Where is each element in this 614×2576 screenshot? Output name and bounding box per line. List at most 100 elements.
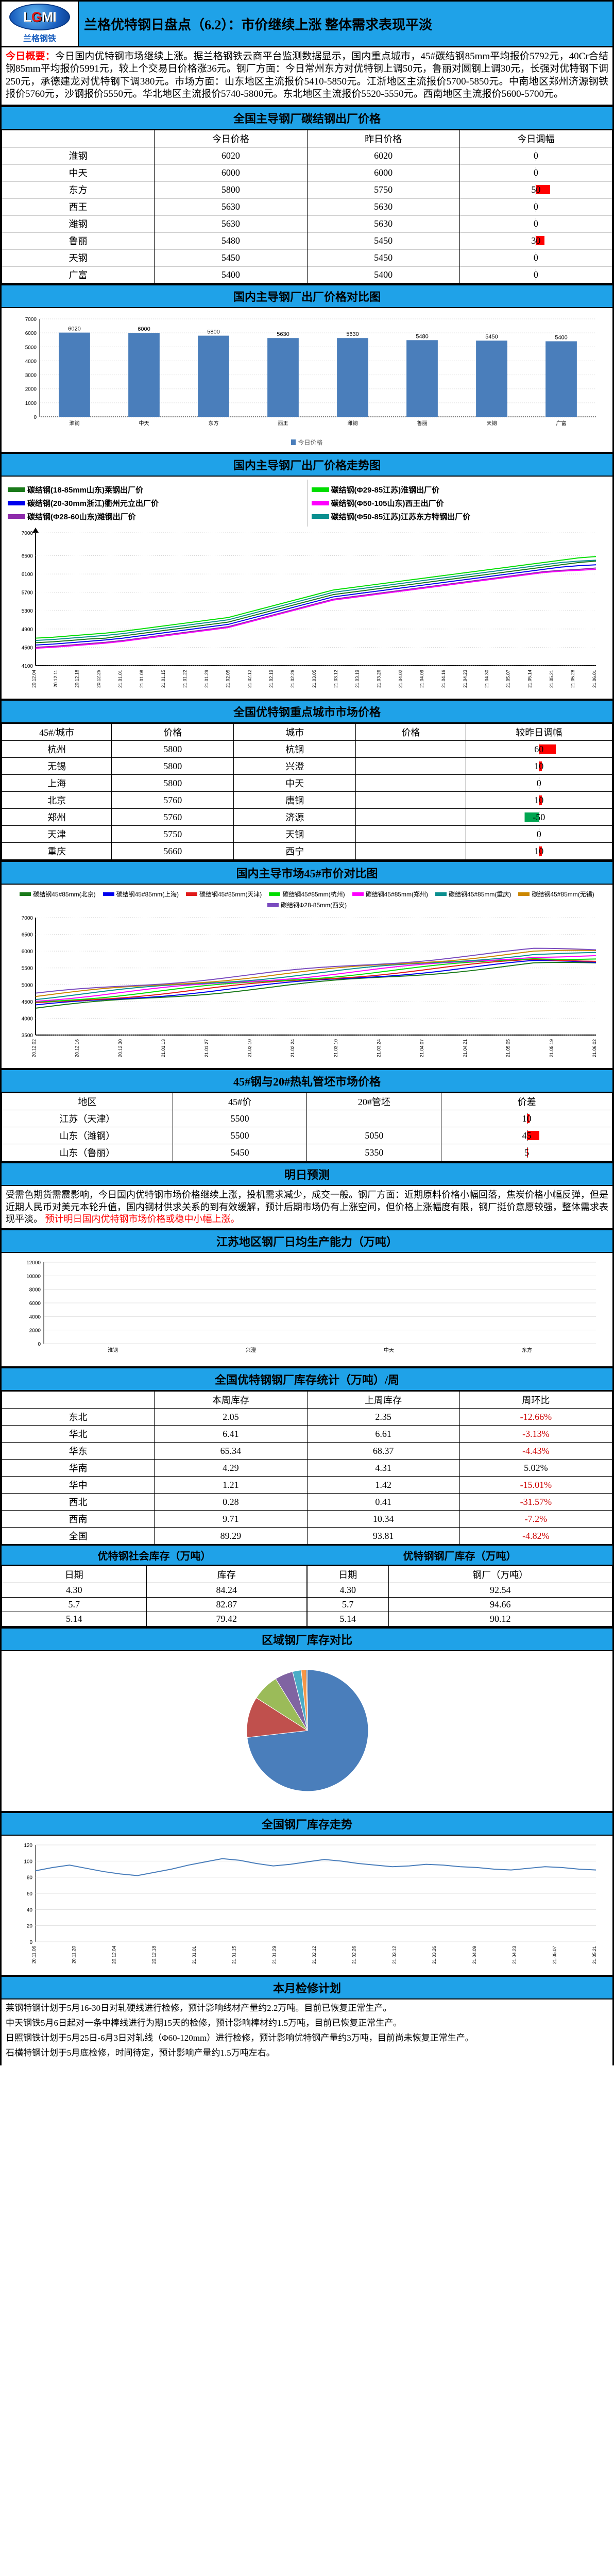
legend-item: 碳结钢(18-85mm山东)莱钢出厂价	[8, 484, 303, 495]
col-diff: 价差	[441, 1093, 612, 1111]
legend-color-icon	[20, 892, 31, 896]
table-header-row: 日期 库存	[2, 1566, 308, 1584]
svg-text:4000: 4000	[22, 1016, 33, 1022]
legend-color-icon	[269, 892, 281, 896]
svg-text:20.12.11: 20.12.11	[53, 670, 58, 687]
legend-color-icon	[435, 892, 447, 896]
col-price1: 价格	[111, 723, 234, 741]
svg-text:21.04.23: 21.04.23	[463, 670, 468, 688]
table-header-row: 本周库存 上周库存 周环比	[1, 1391, 613, 1409]
legend-item: 碳结钢45#85mm(杭州)	[269, 890, 345, 899]
col-date: 日期	[307, 1566, 389, 1584]
svg-text:兴澄: 兴澄	[246, 1347, 256, 1353]
city-name: 北京	[1, 791, 112, 809]
svg-text:21.05.14: 21.05.14	[527, 670, 532, 688]
col-name	[1, 130, 155, 148]
today-price: 5400	[154, 266, 308, 284]
logo: LGMI 兰格钢铁	[2, 2, 79, 46]
mill-name: 天钢	[1, 249, 155, 267]
date: 5.14	[2, 1612, 147, 1627]
week-over-week: -7.2%	[459, 1510, 613, 1528]
legend-label: 碳结钢45#85mm(郑州)	[365, 891, 429, 899]
svg-text:21.04.09: 21.04.09	[472, 1946, 477, 1964]
svg-text:21.03.12: 21.03.12	[333, 670, 338, 688]
change-cell: 0	[459, 215, 613, 233]
svg-text:6000: 6000	[29, 1301, 41, 1307]
factory-trend-chart: 碳结钢(18-85mm山东)莱钢出厂价 碳结钢(20-30mm浙江)衢州元立出厂价…	[2, 477, 612, 700]
col-prev: 上周库存	[306, 1391, 460, 1409]
logo-icon: LGMI	[9, 4, 70, 30]
svg-text:1000: 1000	[25, 401, 37, 406]
table-row: 华北 6.41 6.61 -3.13%	[1, 1425, 613, 1443]
table-row: 重庆 5660 西宁 10	[1, 842, 613, 860]
svg-text:5000: 5000	[25, 345, 37, 351]
svg-text:0: 0	[29, 1940, 32, 1945]
yesterday-price: 5630	[306, 198, 460, 216]
table-header-row: 45#/城市 价格 城市 价格 较昨日调幅	[1, 723, 613, 741]
svg-text:5700: 5700	[22, 590, 33, 596]
today-price: 5480	[154, 232, 308, 250]
svg-text:6100: 6100	[22, 572, 33, 578]
city-price: 5760	[111, 808, 234, 826]
svg-text:21.03.26: 21.03.26	[432, 1946, 437, 1964]
national-stock-title: 全国优特钢钢厂库存统计（万吨）/周	[2, 1367, 612, 1392]
legend-label: 碳结钢(Φ50-105山东)西王出厂价	[331, 499, 444, 509]
current-stock: 1.21	[154, 1476, 308, 1494]
factory-bar-chart: 0 1000 2000 3000 4000 5000 6000 7000 6020 淮钢 6000 中…	[2, 308, 612, 453]
current-stock: 2.05	[154, 1408, 308, 1426]
market-trend-legend: 碳结钢45#85mm(北京) 碳结钢45#85mm(上海) 碳结钢45#85mm(天…	[4, 888, 610, 911]
trend-legend-col-1: 碳结钢(18-85mm山东)莱钢出厂价 碳结钢(20-30mm浙江)衢州元立出厂价…	[4, 480, 308, 527]
svg-text:40: 40	[27, 1908, 33, 1913]
legend-label: 碳结钢45#85mm(天津)	[199, 891, 262, 899]
social-stock-block: 优特钢社会库存（万吨） 日期 库存 4.30 84.24 5.7 82.87 5.14 7…	[2, 1546, 308, 1627]
mill-stock-block: 优特钢钢厂库存（万吨） 日期 钢厂（万吨） 4.30 92.54 5.7 94.66 5…	[307, 1546, 613, 1627]
svg-text:21.04.16: 21.04.16	[441, 670, 446, 688]
social-stock-table: 日期 库存 4.30 84.24 5.7 82.87 5.14 79.42	[2, 1566, 308, 1627]
legend-item: 碳结钢45#85mm(重庆)	[435, 890, 511, 899]
footer-line: 莱钢特钢计划于5月16-30日对轧硬线进行检修，预计影响线材产量约2.2万吨。目…	[6, 2003, 392, 2013]
table-row: 全国 89.29 93.81 -4.82%	[1, 1527, 613, 1545]
previous-stock: 93.81	[306, 1527, 460, 1545]
svg-text:4000: 4000	[25, 359, 37, 365]
svg-text:21.05.28: 21.05.28	[570, 670, 575, 688]
region-name: 华北	[1, 1425, 155, 1443]
table-header-row: 日期 钢厂（万吨）	[307, 1566, 613, 1584]
page-header: LGMI 兰格钢铁 兰格优特钢日盘点（6.2）：市价继续上涨 整体需求表现平淡	[2, 0, 612, 47]
col-change: 较昨日调幅	[465, 723, 613, 741]
week-over-week: -15.01%	[459, 1476, 613, 1494]
mill-name: 杭钢	[233, 740, 356, 758]
city-name: 天津	[1, 825, 112, 843]
svg-text:3000: 3000	[25, 373, 37, 379]
region-pie-title: 区域钢厂库存对比	[2, 1628, 612, 1652]
factory-trend-title: 国内主导钢厂出厂价格走势图	[2, 453, 612, 477]
svg-text:5000: 5000	[22, 983, 33, 989]
svg-text:潍钢: 潍钢	[348, 420, 358, 427]
legend-item: 碳结钢(Φ28-60山东)潍钢出厂价	[8, 511, 303, 522]
svg-text:21.03.12: 21.03.12	[391, 1946, 397, 1964]
factory-table-title: 全国主导钢厂碳结钢出厂价格	[2, 106, 612, 130]
svg-text:6000: 6000	[138, 326, 150, 332]
svg-text:21.01.08: 21.01.08	[139, 670, 144, 688]
legend-item: 碳结钢45#85mm(郑州)	[352, 890, 428, 899]
yesterday-price: 5450	[306, 249, 460, 267]
svg-text:20.12.04: 20.12.04	[31, 670, 37, 688]
change-cell: 50	[459, 181, 613, 199]
legend-color-icon	[8, 487, 25, 493]
col-wow: 周环比	[459, 1391, 613, 1409]
change-cell: 0	[465, 825, 613, 843]
col-value: 库存	[146, 1566, 308, 1584]
svg-text:21.04.21: 21.04.21	[463, 1039, 468, 1057]
svg-text:21.02.24: 21.02.24	[290, 1039, 295, 1057]
svg-text:21.01.15: 21.01.15	[161, 670, 166, 688]
mill-name: 西宁	[233, 842, 356, 860]
mill-name: 中天	[1, 164, 155, 182]
table-row: 东北 2.05 2.35 -12.66%	[1, 1408, 613, 1426]
region-pie-chart	[2, 1651, 612, 1812]
bar-chart-legend: 今日价格	[4, 435, 610, 450]
summary-tag: 今日概要：	[6, 51, 55, 62]
change-cell: 5	[441, 1144, 612, 1162]
previous-stock: 6.61	[306, 1425, 460, 1443]
legend-label: 今日价格	[298, 439, 323, 447]
hot-table-title: 45#钢与20#热轧管坯市场价格	[2, 1069, 612, 1093]
svg-text:21.06.01: 21.06.01	[592, 670, 597, 688]
